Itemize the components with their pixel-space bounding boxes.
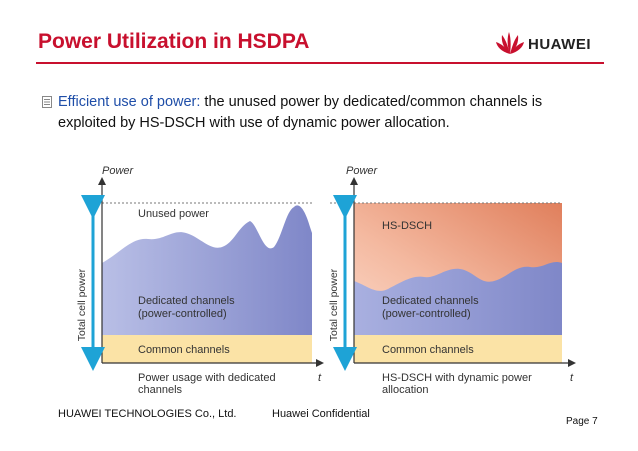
bullet-text: the unused power by dedicated/common cha… [58,94,543,131]
right-common-band [354,335,562,363]
left-caption: Power usage with dedicated channels [138,372,276,396]
left-y-axis-arrow-icon [98,177,106,185]
left-common-band [102,335,312,363]
list-bullet-icon [42,96,52,108]
title-divider [36,62,604,64]
footer-page-number: Page 7 [566,416,598,427]
left-axis-y-label: Power [102,165,135,177]
left-x-axis-arrow-icon [316,359,324,367]
right-panel: Power t Total cell power HS-DSCH Dedicat… [328,165,576,396]
bullet-point: Efficient use of power: the unused power… [42,92,578,134]
right-dedicated-label: Dedicated channels (power-controlled) [382,295,479,320]
right-dedicated-area [354,262,562,335]
right-caption: HS-DSCH with dynamic power allocation [382,372,532,396]
right-x-axis-arrow-icon [568,359,576,367]
left-unused-label: Unused power [138,208,209,220]
brand-name: HUAWEI [528,36,591,53]
huawei-logo: HUAWEI [494,30,604,60]
right-common-label: Common channels [382,344,474,356]
bullet-lead: Efficient use of power: [58,94,201,110]
left-dedicated-label: Dedicated channels (power-controlled) [138,295,235,320]
footer-company: HUAWEI TECHNOLOGIES Co., Ltd. [58,408,237,420]
left-panel: Power t Total cell power Unused power De… [76,165,324,396]
right-hsdsch-label: HS-DSCH [382,220,432,232]
left-axis-x-label: t [318,372,322,384]
footer-confidential: Huawei Confidential [272,408,370,420]
huawei-petals-icon [496,32,524,54]
page-title: Power Utilization in HSDPA [38,30,310,53]
left-vertical-label: Total cell power [76,268,88,341]
right-y-axis-arrow-icon [350,177,358,185]
power-diagram: Power t Total cell power Unused power De… [76,165,576,396]
right-axis-x-label: t [570,372,574,384]
right-axis-y-label: Power [346,165,379,177]
right-vertical-label: Total cell power [328,268,340,341]
left-common-label: Common channels [138,344,230,356]
left-dedicated-area [102,205,312,335]
